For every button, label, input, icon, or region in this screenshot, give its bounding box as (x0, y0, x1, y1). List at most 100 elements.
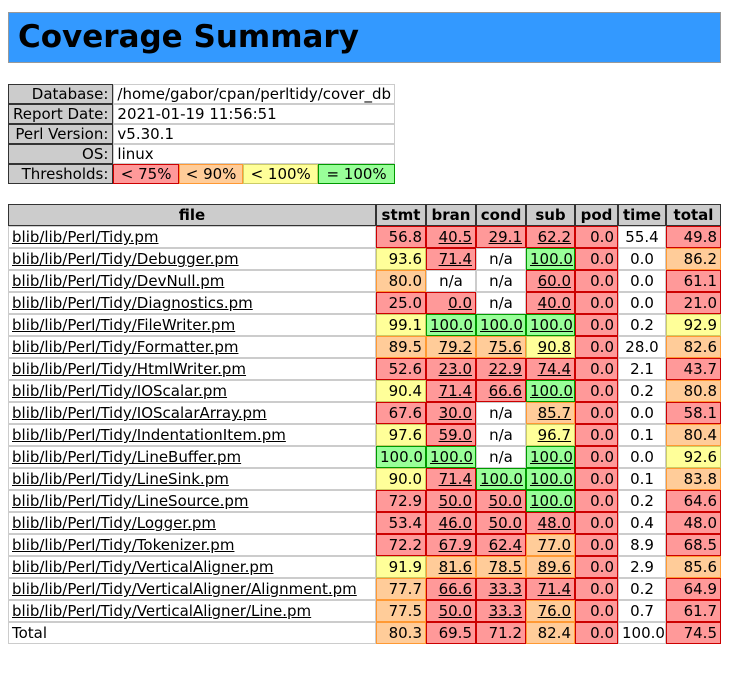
bran-link[interactable]: 23.0 (438, 360, 472, 378)
table-row: blib/lib/Perl/Tidy/Debugger.pm 93.6 71.4 n/… (8, 248, 721, 270)
file-link[interactable]: blib/lib/Perl/Tidy/IOScalarArray.pm (12, 404, 267, 422)
bran-link[interactable]: 30.0 (438, 404, 472, 422)
file-link[interactable]: blib/lib/Perl/Tidy/LineSink.pm (12, 470, 229, 488)
file-link[interactable]: blib/lib/Perl/Tidy/Diagnostics.pm (12, 294, 253, 312)
bran-cell: 67.9 (426, 534, 476, 556)
bran-link[interactable]: 50.0 (438, 492, 472, 510)
file-link[interactable]: blib/lib/Perl/Tidy/VerticalAligner/Line.… (12, 602, 312, 620)
column-header-pod: pod (575, 204, 618, 226)
sub-link[interactable]: 76.0 (537, 602, 571, 620)
pod-cell: 0.0 (575, 248, 618, 270)
table-row: blib/lib/Perl/Tidy/VerticalAligner/Line.… (8, 600, 721, 622)
sub-link[interactable]: 89.6 (537, 558, 571, 576)
time-cell: 2.1 (618, 358, 666, 380)
file-link[interactable]: blib/lib/Perl/Tidy/Formatter.pm (12, 338, 239, 356)
cond-link[interactable]: 50.0 (488, 514, 522, 532)
table-row: blib/lib/Perl/Tidy/VerticalAligner.pm 91.… (8, 556, 721, 578)
cond-link[interactable]: 29.1 (488, 228, 522, 246)
file-cell: blib/lib/Perl/Tidy.pm (8, 226, 376, 248)
bran-link[interactable]: 79.2 (438, 338, 472, 356)
sub-cell: 90.8 (526, 336, 575, 358)
cond-link[interactable]: 33.3 (488, 602, 522, 620)
sub-link[interactable]: 100.0 (530, 250, 573, 268)
sub-link[interactable]: 60.0 (537, 272, 571, 290)
file-link[interactable]: blib/lib/Perl/Tidy.pm (12, 228, 159, 246)
bran-link[interactable]: 40.5 (438, 228, 472, 246)
total-cell: 61.1 (666, 270, 721, 292)
sub-cell: 82.4 (526, 622, 575, 644)
bran-link[interactable]: 71.4 (438, 250, 472, 268)
total-cell: 58.1 (666, 402, 721, 424)
table-row: blib/lib/Perl/Tidy/FileWriter.pm 99.1 100.… (8, 314, 721, 336)
file-link[interactable]: blib/lib/Perl/Tidy/Logger.pm (12, 514, 217, 532)
time-cell: 55.4 (618, 226, 666, 248)
sub-link[interactable]: 100.0 (530, 316, 573, 334)
file-link[interactable]: blib/lib/Perl/Tidy/IOScalar.pm (12, 382, 228, 400)
bran-cell: n/a (426, 270, 476, 292)
sub-link[interactable]: 48.0 (537, 514, 571, 532)
bran-link[interactable]: 0.0 (448, 294, 472, 312)
cond-link[interactable]: 75.6 (488, 338, 522, 356)
cond-link[interactable]: 22.9 (488, 360, 522, 378)
bran-link[interactable]: 100.0 (430, 316, 473, 334)
file-link[interactable]: blib/lib/Perl/Tidy/FileWriter.pm (12, 316, 236, 334)
bran-link[interactable]: 71.4 (438, 470, 472, 488)
file-link[interactable]: blib/lib/Perl/Tidy/Debugger.pm (12, 250, 239, 268)
file-link[interactable]: blib/lib/Perl/Tidy/Tokenizer.pm (12, 536, 235, 554)
file-link[interactable]: blib/lib/Perl/Tidy/LineSource.pm (12, 492, 249, 510)
file-cell: blib/lib/Perl/Tidy/VerticalAligner.pm (8, 556, 376, 578)
sub-link[interactable]: 77.0 (537, 536, 571, 554)
sub-link[interactable]: 100.0 (530, 448, 573, 466)
bran-cell: 40.5 (426, 226, 476, 248)
cond-link[interactable]: 66.6 (488, 382, 522, 400)
bran-link[interactable]: 66.6 (438, 580, 472, 598)
bran-link[interactable]: 59.0 (438, 426, 472, 444)
bran-link[interactable]: 71.4 (438, 382, 472, 400)
sub-link[interactable]: 90.8 (537, 338, 571, 356)
cond-link[interactable]: 50.0 (488, 492, 522, 510)
pod-cell: 0.0 (575, 226, 618, 248)
pod-cell: 0.0 (575, 600, 618, 622)
sub-link[interactable]: 96.7 (537, 426, 571, 444)
sub-link[interactable]: 85.7 (537, 404, 571, 422)
file-link[interactable]: blib/lib/Perl/Tidy/VerticalAligner/Align… (12, 580, 357, 598)
sub-link[interactable]: 100.0 (530, 492, 573, 510)
file-link[interactable]: blib/lib/Perl/Tidy/VerticalAligner.pm (12, 558, 274, 576)
sub-link[interactable]: 100.0 (530, 382, 573, 400)
sub-link[interactable]: 74.4 (537, 360, 571, 378)
sub-link[interactable]: 100.0 (530, 470, 573, 488)
cond-cell: 22.9 (476, 358, 526, 380)
cond-link[interactable]: 100.0 (480, 470, 523, 488)
bran-link[interactable]: 50.0 (438, 602, 472, 620)
bran-link[interactable]: 67.9 (438, 536, 472, 554)
bran-link[interactable]: 46.0 (438, 514, 472, 532)
bran-link[interactable]: 100.0 (430, 448, 473, 466)
file-link[interactable]: blib/lib/Perl/Tidy/LineBuffer.pm (12, 448, 242, 466)
info-row-report-date: Report Date: 2021-01-19 11:56:51 (8, 104, 396, 124)
cond-link[interactable]: 100.0 (480, 316, 523, 334)
file-link[interactable]: blib/lib/Perl/Tidy/IndentationItem.pm (12, 426, 286, 444)
legend-red-lt-75: < 75% (113, 164, 179, 184)
sub-cell: 96.7 (526, 424, 575, 446)
cond-link[interactable]: 33.3 (488, 580, 522, 598)
total-cell: 92.9 (666, 314, 721, 336)
cond-link[interactable]: 62.4 (488, 536, 522, 554)
sub-link[interactable]: 71.4 (537, 580, 571, 598)
bran-link[interactable]: 81.6 (438, 558, 472, 576)
bran-cell: 69.5 (426, 622, 476, 644)
table-row: blib/lib/Perl/Tidy/Tokenizer.pm 72.2 67.9 6… (8, 534, 721, 556)
file-cell: blib/lib/Perl/Tidy/IOScalar.pm (8, 380, 376, 402)
database-value: /home/gabor/cpan/perltidy/cover_db (113, 84, 396, 104)
file-link[interactable]: blib/lib/Perl/Tidy/DevNull.pm (12, 272, 225, 290)
column-header-sub: sub (526, 204, 575, 226)
cond-link[interactable]: 78.5 (488, 558, 522, 576)
cond-cell: 100.0 (476, 314, 526, 336)
sub-link[interactable]: 40.0 (537, 294, 571, 312)
file-link[interactable]: blib/lib/Perl/Tidy/HtmlWriter.pm (12, 360, 247, 378)
time-cell: 0.1 (618, 468, 666, 490)
cond-cell: n/a (476, 292, 526, 314)
bran-cell: 23.0 (426, 358, 476, 380)
file-cell: blib/lib/Perl/Tidy/IOScalarArray.pm (8, 402, 376, 424)
info-row-os: OS: linux (8, 144, 396, 164)
sub-link[interactable]: 62.2 (537, 228, 571, 246)
